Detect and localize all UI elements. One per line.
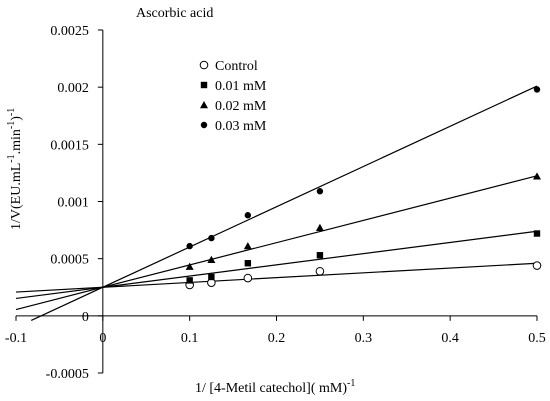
- y-axis-label-part3: ): [9, 116, 24, 121]
- data-point-series-1: [533, 230, 541, 237]
- legend: Control 0.01 mM 0.02 mM 0.03 mM: [199, 59, 267, 134]
- data-point-series-1: [244, 260, 252, 267]
- x-axis-label: 1/ [4-Metil catechol]( mM)-1: [195, 378, 355, 396]
- legend-marker-series-2: [200, 101, 208, 109]
- data-point-series-3: [244, 212, 252, 219]
- data-point-series-0: [315, 266, 325, 276]
- legend-label-series-2: 0.02 mM: [215, 99, 267, 114]
- y-tick-label: 0.0005: [50, 253, 89, 268]
- data-point-series-3: [316, 188, 324, 195]
- y-tick-label: 0.002: [57, 81, 89, 96]
- data-point-series-1: [186, 277, 193, 284]
- y-tick-label: 0.001: [57, 196, 89, 211]
- x-tick-label: 0.4: [441, 331, 459, 346]
- data-points: [185, 86, 542, 290]
- legend-label-series-3: 0.03 mM: [215, 119, 267, 134]
- data-point-series-0: [243, 273, 253, 283]
- data-point-series-2: [207, 255, 216, 264]
- x-tick-label: 0.1: [181, 331, 199, 346]
- x-tick-label: -0.1: [5, 331, 27, 346]
- x-axis-label-sup: -1: [347, 378, 355, 389]
- data-point-series-0: [532, 261, 542, 270]
- data-point-series-1: [208, 273, 215, 281]
- data-point-series-2: [533, 172, 541, 180]
- legend-marker-series-1: [200, 81, 208, 89]
- x-tick-label: 0.3: [355, 331, 373, 346]
- legend-label-series-1: 0.01 mM: [215, 79, 267, 94]
- y-tick-label: 0: [82, 310, 89, 325]
- legend-marker-series-3: [200, 121, 208, 129]
- y-tick-label: 0.0015: [50, 138, 89, 153]
- trendline-series-1: [15, 230, 538, 300]
- y-axis-label-sup1: -1: [6, 154, 17, 162]
- y-axis-label-sup2: -1: [6, 121, 17, 129]
- trendline-series-0: [15, 262, 538, 293]
- data-point-series-3: [208, 234, 215, 242]
- data-point-series-3: [186, 242, 193, 250]
- data-point-series-3: [533, 86, 541, 93]
- legend-label-series-0: Control: [215, 59, 258, 74]
- trendlines: [15, 85, 538, 321]
- data-point-series-2: [315, 223, 324, 231]
- x-tick-label: 0.2: [268, 331, 286, 346]
- trendline-series-2: [15, 175, 538, 311]
- data-point-series-2: [185, 262, 194, 270]
- y-axis-label-sup3: -1: [6, 108, 17, 116]
- x-axis-label-main: 1/ [4-Metil catechol]( mM): [195, 381, 347, 396]
- y-axis-label-part2: .min: [9, 129, 24, 154]
- y-tick-label: -0.0005: [46, 367, 89, 382]
- y-axis-label: 1/V(EU.mL-1.min-1)-1: [6, 108, 24, 230]
- data-point-series-2: [243, 242, 252, 250]
- chart-title: Ascorbic acid: [136, 6, 213, 21]
- data-point-series-1: [316, 252, 324, 259]
- x-tick-label: 0.5: [528, 331, 546, 346]
- legend-marker-series-0: [199, 60, 209, 70]
- x-tick-label: 0: [99, 331, 106, 346]
- trendline-series-3: [30, 85, 538, 321]
- y-tick-label: 0.0025: [50, 24, 89, 39]
- y-axis-label-part1: 1/V(EU.mL: [9, 163, 24, 230]
- axes: [15, 29, 538, 374]
- tick-labels: -0.1 0 0.1 0.2 0.3 0.4 0.5 -0.0005 0 0.0005 0.001 0…: [5, 24, 546, 382]
